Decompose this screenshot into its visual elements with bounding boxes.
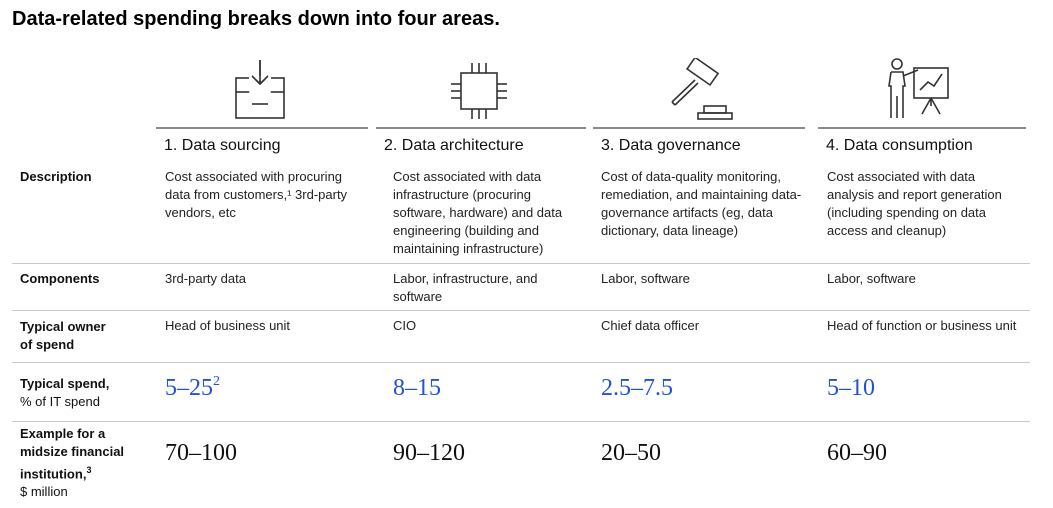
example-footnote: 3 — [86, 465, 92, 475]
page-title: Data-related spending breaks down into f… — [12, 8, 500, 30]
spend-label: Typical spend, — [20, 376, 110, 391]
row-divider — [12, 421, 1030, 422]
spend-footnote: 2 — [213, 374, 220, 389]
spend-sublabel: % of IT spend — [20, 394, 100, 409]
owner-cell: Chief data officer — [601, 318, 700, 333]
components-cell: Labor, software — [827, 271, 916, 286]
example-label: Example for a midsize financial institut… — [20, 426, 125, 482]
components-cell: 3rd-party data — [165, 271, 246, 286]
row-label-spend: Typical spend, % of IT spend — [20, 375, 109, 411]
row-label-owner: Typical owner of spend — [20, 319, 106, 352]
inbox-download-icon — [230, 58, 290, 122]
spend-number: 8–15 — [393, 375, 441, 401]
components-cell: Labor, infrastructure, and software — [393, 271, 538, 304]
spend-number: 5–25 — [165, 375, 213, 401]
example-value: 60–90 — [827, 440, 887, 466]
column-heading-data-consumption: 4. Data consumption — [818, 127, 1026, 157]
components-cell: Labor, software — [601, 271, 690, 286]
spend-value: 8–15 — [393, 375, 441, 402]
description-cell: Cost associated with data analysis and r… — [827, 169, 1002, 238]
row-label-description: Description — [20, 169, 92, 184]
example-sublabel: $ million — [20, 484, 68, 500]
column-heading-data-governance: 3. Data governance — [593, 127, 805, 157]
row-divider — [12, 362, 1030, 363]
example-value: 90–120 — [393, 440, 465, 466]
gavel-icon — [668, 58, 738, 122]
presenter-chart-icon — [884, 56, 954, 122]
chip-icon — [448, 60, 510, 122]
column-heading-data-sourcing: 1. Data sourcing — [156, 127, 368, 157]
owner-cell: CIO — [393, 318, 417, 333]
row-label-example: Example for a midsize financial institut… — [20, 425, 140, 501]
owner-cell: Head of function or business unit — [827, 318, 1017, 333]
row-divider — [12, 263, 1030, 264]
row-label-components: Components — [20, 271, 100, 286]
spend-value: 2.5–7.5 — [601, 375, 673, 402]
spend-number: 5–10 — [827, 375, 875, 401]
description-cell: Cost of data-quality monitoring, remedia… — [601, 169, 802, 238]
example-value: 70–100 — [165, 440, 237, 466]
description-cell: Cost associated with data infrastructure… — [393, 169, 563, 256]
description-cell: Cost associated with procuring data from… — [165, 169, 348, 220]
column-heading-data-architecture: 2. Data architecture — [376, 127, 586, 157]
spend-value: 5–252 — [165, 374, 220, 402]
owner-cell: Head of business unit — [165, 318, 291, 333]
row-divider — [12, 310, 1030, 311]
example-value: 20–50 — [601, 440, 661, 466]
spend-value: 5–10 — [827, 375, 875, 402]
spend-number: 2.5–7.5 — [601, 375, 673, 401]
